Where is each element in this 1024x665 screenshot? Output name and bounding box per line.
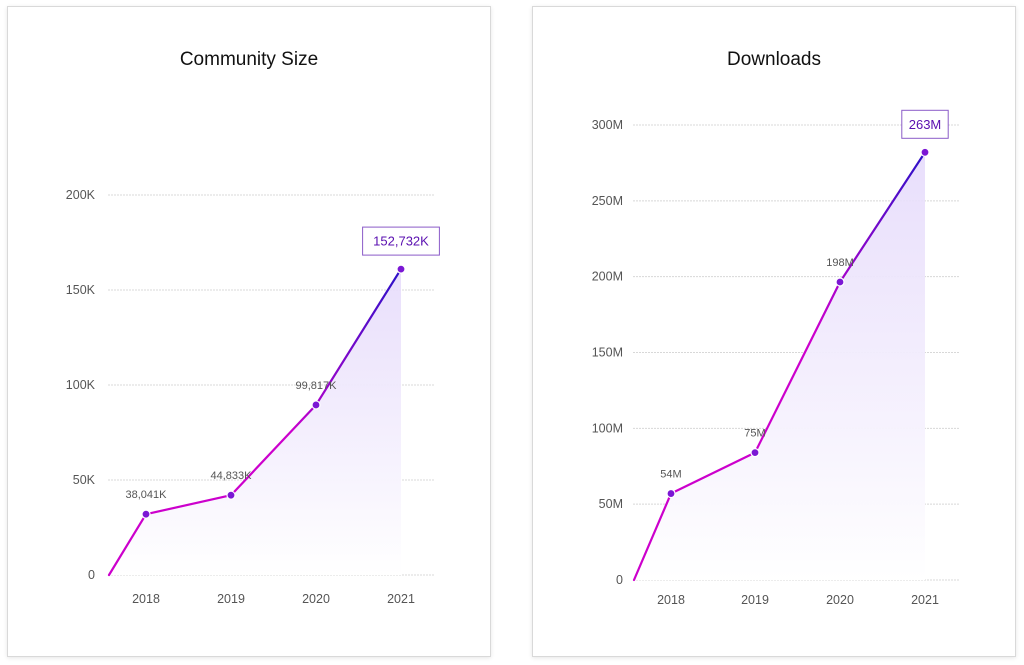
y-tick-label: 200K — [66, 188, 96, 202]
highlight-callout-box — [901, 109, 949, 139]
data-point — [396, 264, 406, 274]
y-tick-label: 50K — [73, 473, 96, 487]
y-tick-label: 0 — [616, 573, 623, 587]
y-tick-label: 100K — [66, 378, 96, 392]
area-fill — [634, 152, 925, 581]
x-tick-label: 2021 — [911, 593, 939, 607]
data-point — [920, 147, 930, 157]
x-tick-label: 2019 — [217, 592, 245, 606]
y-tick-label: 100M — [592, 421, 623, 435]
downloads-card: Downloads 0 50M 100M 150M 200M 250M 300M 54M 201… — [532, 6, 1016, 657]
data-label: 38,041K — [126, 489, 168, 501]
data-label: 44,833K — [211, 470, 253, 482]
y-tick-label: 200M — [592, 270, 623, 284]
data-point — [311, 400, 321, 410]
y-tick-label: 50M — [599, 497, 623, 511]
x-tick-label: 2020 — [826, 593, 854, 607]
data-point — [666, 488, 676, 499]
data-label: 75M — [744, 428, 765, 440]
y-tick-label: 300M — [592, 118, 623, 132]
community-size-card: Community Size 0 50K 100K 150K 200K 38,041K 20… — [7, 6, 491, 657]
data-label: 198M — [826, 257, 854, 269]
x-tick-label: 2018 — [132, 592, 160, 606]
y-tick-label: 150K — [66, 283, 96, 297]
data-label: 99,817K — [296, 380, 338, 392]
data-point — [750, 448, 760, 458]
y-tick-label: 250M — [592, 194, 623, 208]
downloads-chart: 0 50M 100M 150M 200M 250M 300M 54M 2018 75M 2019 19… — [592, 109, 959, 607]
x-tick-label: 2018 — [657, 593, 685, 607]
data-label: 54M — [660, 469, 681, 481]
data-point — [141, 509, 151, 519]
data-point — [226, 490, 236, 500]
x-tick-label: 2021 — [387, 592, 415, 606]
chart-title: Community Size — [179, 49, 319, 70]
y-tick-label: 150M — [592, 346, 623, 360]
highlight-callout-label: 152,732K — [373, 234, 429, 249]
chart-title: Downloads — [727, 49, 821, 70]
highlight-callout-label: 263M — [909, 117, 942, 132]
community-size-chart: 0 50K 100K 150K 200K 38,041K 2018 44,833K 2019 99… — [66, 188, 440, 606]
data-point — [835, 277, 845, 287]
y-tick-label: 0 — [88, 568, 95, 582]
x-tick-label: 2019 — [741, 593, 769, 607]
highlight-callout-box — [362, 226, 440, 256]
area-fill — [109, 269, 401, 575]
x-tick-label: 2020 — [302, 592, 330, 606]
